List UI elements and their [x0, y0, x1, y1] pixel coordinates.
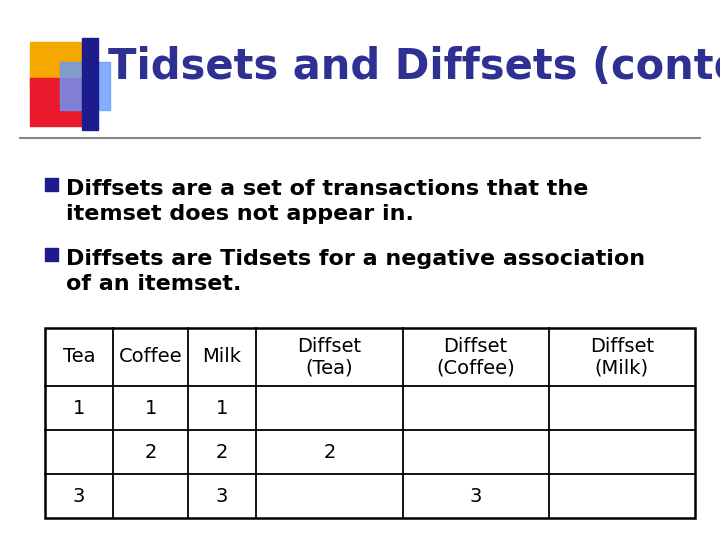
Text: of an itemset.: of an itemset.	[66, 274, 241, 294]
Bar	[45, 248, 58, 261]
Bar	[45, 178, 58, 191]
Text: 3: 3	[73, 487, 85, 505]
Text: Coffee: Coffee	[119, 348, 182, 367]
Text: Tea: Tea	[63, 348, 95, 367]
Text: 2: 2	[145, 442, 157, 462]
Text: Diffset
(Coffee): Diffset (Coffee)	[436, 336, 515, 377]
Text: 3: 3	[469, 487, 482, 505]
Text: Diffset
(Tea): Diffset (Tea)	[297, 336, 361, 377]
Bar	[45, 328, 695, 518]
Text: Diffsets are Tidsets for a negative association: Diffsets are Tidsets for a negative asso…	[66, 249, 645, 269]
Text: Diffset
(Milk): Diffset (Milk)	[590, 336, 654, 377]
Text: 1: 1	[216, 399, 228, 417]
Bar	[82, 38, 98, 130]
Text: Milk: Milk	[202, 348, 242, 367]
Text: Diffsets are a set of transactions that the: Diffsets are a set of transactions that …	[66, 179, 588, 199]
Text: 2: 2	[323, 442, 336, 462]
Bar	[30, 78, 82, 126]
Text: 3: 3	[216, 487, 228, 505]
Text: itemset does not appear in.: itemset does not appear in.	[66, 204, 414, 224]
Text: 2: 2	[216, 442, 228, 462]
Text: 1: 1	[145, 399, 157, 417]
Bar	[60, 62, 110, 110]
Text: Tidsets and Diffsets (contd.): Tidsets and Diffsets (contd.)	[108, 46, 720, 88]
Text: 1: 1	[73, 399, 85, 417]
Bar	[30, 42, 82, 90]
